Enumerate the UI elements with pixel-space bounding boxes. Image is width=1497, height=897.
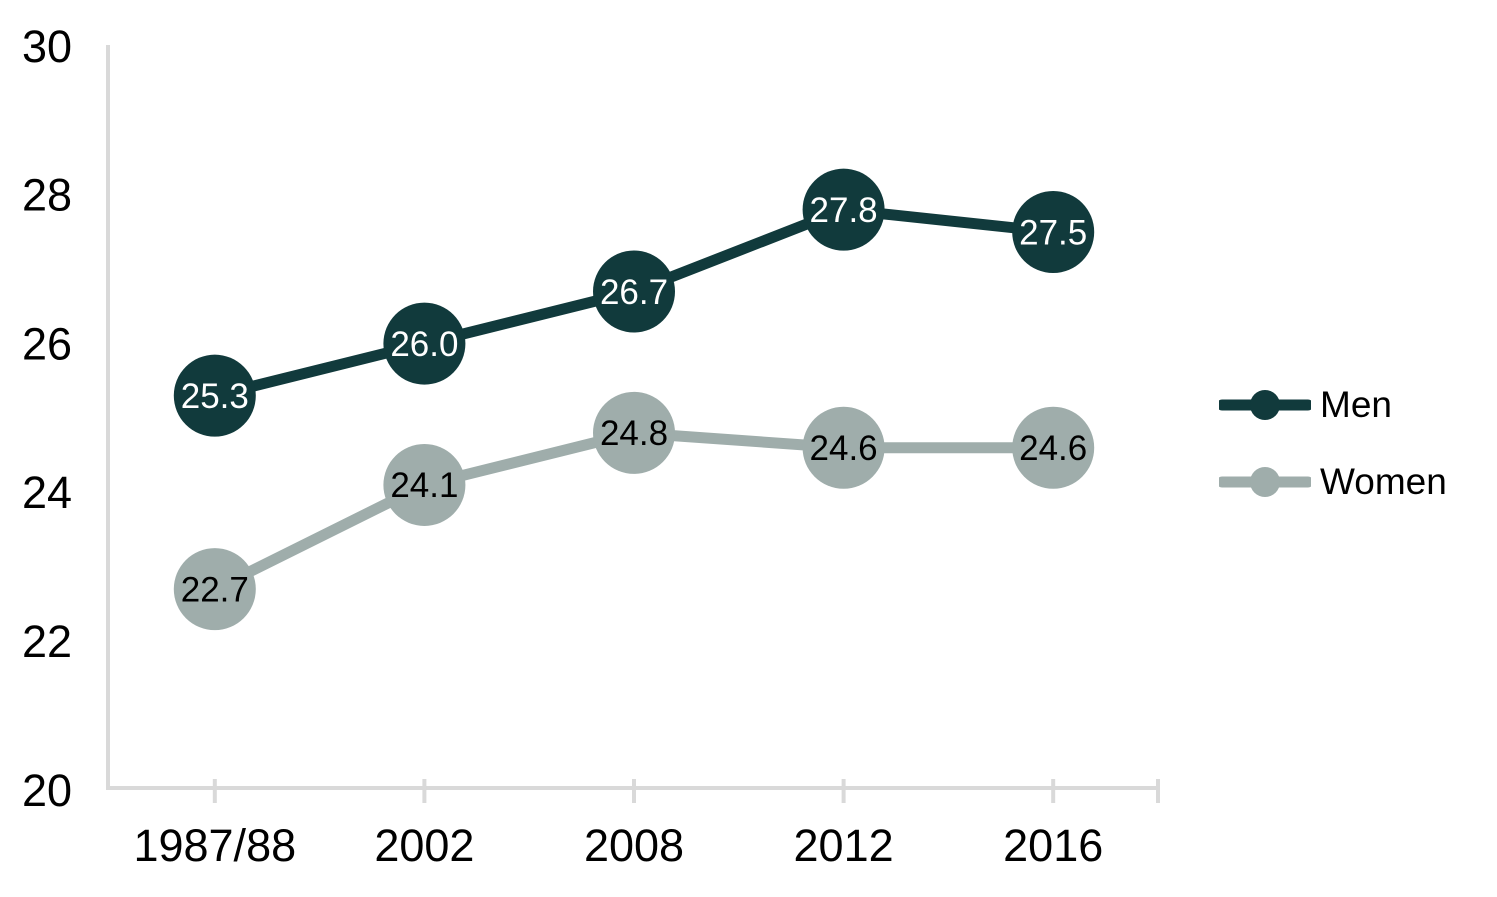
data-point-women bbox=[173, 548, 256, 631]
data-label-men: 27.5 bbox=[1019, 213, 1087, 252]
x-tick-label: 2008 bbox=[584, 820, 684, 871]
legend-men-dot-icon bbox=[1250, 390, 1280, 421]
data-label-men: 26.0 bbox=[390, 325, 458, 364]
legend-label-men: Men bbox=[1320, 384, 1392, 425]
data-point-men bbox=[383, 302, 466, 385]
data-label-women: 24.8 bbox=[600, 414, 668, 453]
data-label-women: 24.1 bbox=[390, 466, 458, 505]
data-label-men: 27.8 bbox=[810, 191, 878, 230]
data-point-women bbox=[593, 391, 675, 474]
y-tick-label: 26 bbox=[22, 318, 72, 369]
legend-item-women: Women bbox=[1219, 460, 1447, 503]
data-point-men bbox=[593, 250, 675, 333]
legend-item-men: Men bbox=[1219, 384, 1447, 426]
data-point-women bbox=[383, 443, 466, 526]
y-tick-label: 22 bbox=[22, 616, 72, 667]
data-label-women: 24.6 bbox=[810, 429, 878, 468]
legend-women-dot-icon bbox=[1250, 467, 1280, 498]
data-point-women bbox=[802, 406, 885, 489]
legend-label-women: Women bbox=[1320, 460, 1447, 502]
y-tick-label: 30 bbox=[22, 21, 72, 72]
x-tick-label: 2016 bbox=[1003, 820, 1103, 871]
data-point-men bbox=[802, 168, 885, 251]
data-label-men: 25.3 bbox=[181, 377, 249, 416]
data-point-women bbox=[1012, 406, 1095, 489]
data-label-men: 26.7 bbox=[600, 273, 668, 312]
x-tick-label: 2002 bbox=[374, 820, 474, 871]
y-tick-label: 24 bbox=[22, 467, 72, 518]
legend-marker-men-icon bbox=[1219, 390, 1311, 421]
data-label-women: 24.6 bbox=[1019, 429, 1087, 468]
x-tick-label: 1987/88 bbox=[133, 820, 296, 871]
legend-marker-women-icon bbox=[1219, 467, 1311, 498]
chart-legend: Men Women bbox=[1219, 384, 1447, 503]
data-point-men bbox=[173, 354, 256, 437]
data-label-women: 22.7 bbox=[181, 570, 249, 609]
x-tick-label: 2012 bbox=[794, 820, 894, 871]
y-tick-label: 28 bbox=[22, 170, 72, 221]
data-point-men bbox=[1012, 191, 1095, 273]
y-tick-label: 20 bbox=[22, 765, 72, 816]
